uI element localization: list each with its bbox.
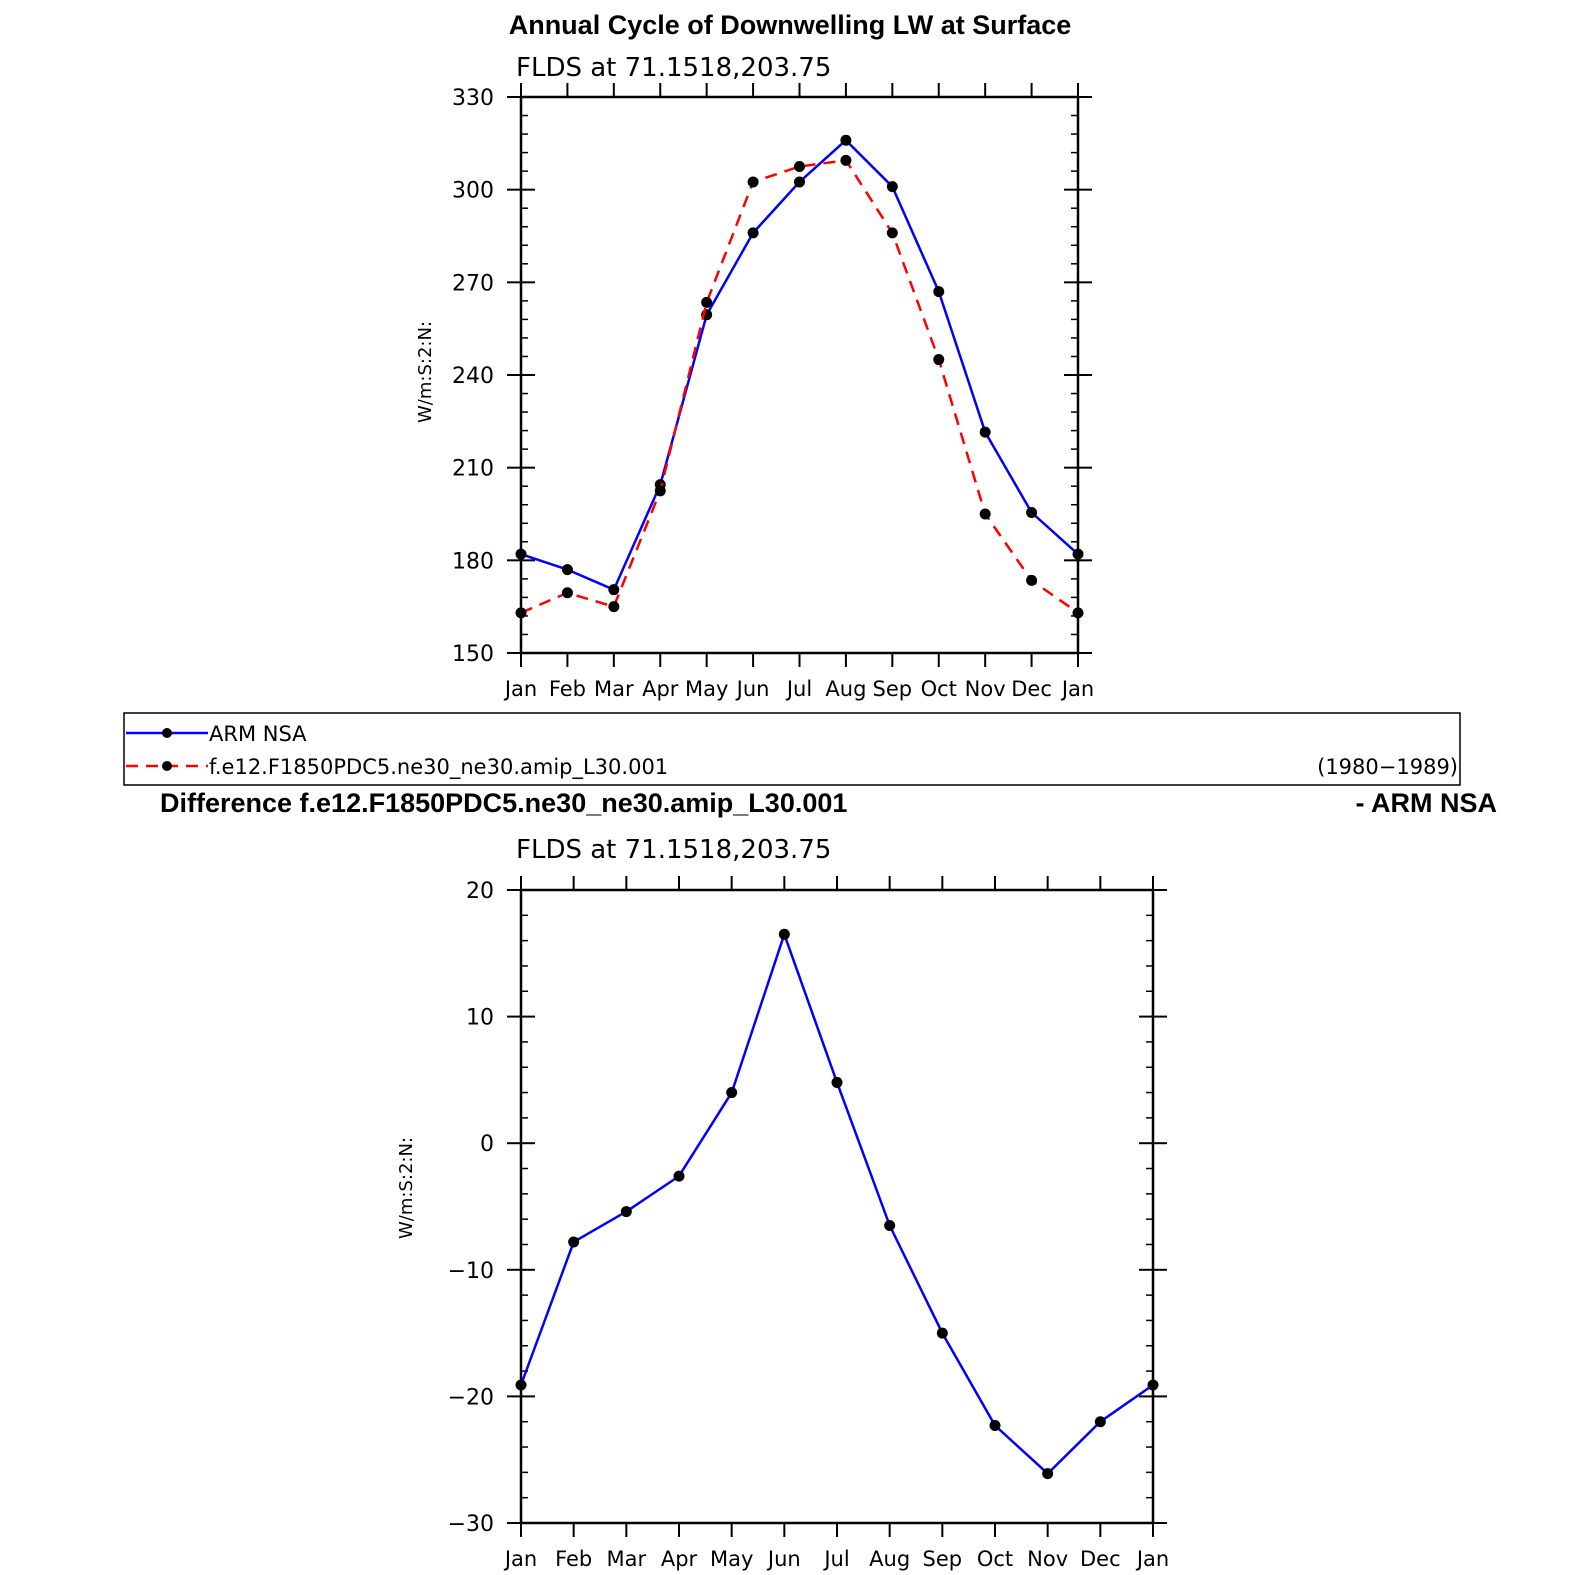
bottom-series-1-point <box>515 1379 527 1391</box>
bottom-x-tick-label: Dec <box>1080 1547 1121 1571</box>
bottom-x-tick-label: Sep <box>923 1547 963 1571</box>
top-y-tick-label: 330 <box>452 86 494 111</box>
bottom-series-1-point <box>1147 1379 1159 1391</box>
legend-marker-model <box>162 761 172 771</box>
top-x-tick-label: Feb <box>549 677 586 701</box>
top-series-f-e12-f1850pdc5-ne30-ne30-amip-l30-001-point <box>1072 607 1084 619</box>
bottom-series-1-point <box>831 1076 843 1088</box>
bottom-series-1-line <box>519 933 1154 1475</box>
top-series-arm-nsa-point <box>747 227 759 239</box>
bottom-x-tick-label: May <box>710 1547 753 1571</box>
top-plot-area: 150 180 210 240 270 300 330 Jan Feb Mar Apr May Jun J… <box>452 83 1094 701</box>
top-x-tick-label: Jan <box>1060 677 1094 701</box>
legend-label-model: f.e12.F1850PDC5.ne30_ne30.amip_L30.001 <box>209 755 668 780</box>
top-series-f-e12-f1850pdc5-ne30-ne30-amip-l30-001-point <box>933 354 945 366</box>
top-series-f-e12-f1850pdc5-ne30-ne30-amip-l30-001-point <box>1026 574 1038 586</box>
top-series-f-e12-f1850pdc5-ne30-ne30-amip-l30-001-point <box>515 607 527 619</box>
top-y-tick-label: 270 <box>452 271 494 296</box>
top-series-arm-nsa-point <box>515 548 527 560</box>
top-x-tick-label: Apr <box>642 677 679 701</box>
bottom-series-1-point <box>1042 1468 1054 1480</box>
top-y-tick-label: 180 <box>452 549 494 574</box>
top-series-f-e12-f1850pdc5-ne30-ne30-amip-l30-001-point <box>561 587 573 599</box>
bottom-x-tick-label: Jan <box>1135 1547 1169 1571</box>
bottom-x-tick-label: Feb <box>555 1547 592 1571</box>
top-x-tick-label: Aug <box>825 677 866 701</box>
top-x-tick-label: Dec <box>1011 677 1052 701</box>
legend-label-arm-nsa: ARM NSA <box>209 722 307 746</box>
top-series-arm-nsa-point <box>1026 506 1038 518</box>
legend-marker-arm-nsa <box>162 728 172 738</box>
top-series-arm-nsa-point <box>979 426 991 438</box>
bottom-series-1-point <box>778 928 790 940</box>
top-y-tick-label: 300 <box>452 179 494 204</box>
top-series-arm-nsa-point <box>1072 548 1084 560</box>
top-x-tick-label: Jan <box>503 677 537 701</box>
bottom-series-1-point <box>673 1170 685 1182</box>
top-x-tick-label: Jul <box>785 677 812 701</box>
top-x-tick-label: Oct <box>921 677 957 701</box>
bottom-y-tick-label: −10 <box>448 1259 494 1284</box>
top-series-arm-nsa-point <box>794 176 805 188</box>
bottom-chart-title-right: - ARM NSA <box>1356 788 1498 818</box>
top-series-arm-nsa-line <box>520 138 1079 591</box>
bottom-x-tick-label: Apr <box>661 1547 698 1571</box>
top-y-tick-label: 210 <box>452 457 494 482</box>
top-series-arm-nsa-point <box>886 181 898 193</box>
bottom-y-tick-label: 0 <box>480 1132 494 1157</box>
bottom-y-tick-label: −20 <box>448 1385 494 1410</box>
bottom-plot-frame <box>519 888 1155 1525</box>
top-series-arm-nsa-point <box>840 134 852 146</box>
top-series-arm-nsa-point <box>561 564 573 576</box>
top-series-arm-nsa-point <box>933 286 945 298</box>
legend-box <box>123 712 1461 786</box>
top-chart-subtitle: FLDS at 71.1518,203.75 <box>516 53 831 83</box>
top-series-f-e12-f1850pdc5-ne30-ne30-amip-l30-001-point <box>886 227 898 239</box>
top-x-tick-label: Nov <box>965 677 1006 701</box>
bottom-series-1-point <box>620 1206 632 1218</box>
legend: ARM NSA f.e12.F1850PDC5.ne30_ne30.amip_L… <box>123 712 1461 786</box>
top-series-f-e12-f1850pdc5-ne30-ne30-amip-l30-001-point <box>794 161 805 172</box>
top-y-axis-label: W/m:S:2:N: <box>415 321 436 423</box>
top-x-tick-label: Sep <box>873 677 913 701</box>
top-y-tick-label: 150 <box>452 642 494 667</box>
bottom-x-tick-label: Mar <box>607 1547 647 1571</box>
legend-period: (1980−1989) <box>1317 755 1458 779</box>
bottom-y-tick-label: −30 <box>448 1512 494 1537</box>
top-y-tick-label: 240 <box>452 364 494 389</box>
bottom-series-1-point <box>884 1219 896 1231</box>
top-series-arm-nsa-point <box>608 584 620 596</box>
top-x-tick-label: Jun <box>735 677 770 701</box>
top-series-f-e12-f1850pdc5-ne30-ne30-amip-l30-001-point <box>701 296 713 308</box>
bottom-series-1-point <box>936 1327 948 1339</box>
bottom-x-tick-label: Jul <box>822 1547 849 1571</box>
bottom-series-1-point <box>726 1087 738 1099</box>
top-series-f-e12-f1850pdc5-ne30-ne30-amip-l30-001-point <box>654 485 666 497</box>
bottom-series-1-point <box>989 1420 1001 1432</box>
bottom-x-tick-label: Jun <box>766 1547 801 1571</box>
top-series-f-e12-f1850pdc5-ne30-ne30-amip-l30-001-point <box>747 176 759 188</box>
bottom-y-tick-label: 10 <box>466 1006 494 1031</box>
bottom-x-tick-label: Aug <box>869 1547 910 1571</box>
top-series-f-e12-f1850pdc5-ne30-ne30-amip-l30-001-point <box>979 508 991 520</box>
top-x-tick-label: Mar <box>594 677 634 701</box>
bottom-plot-area: −30 −20 −10 0 10 20 Jan Feb Mar Apr May Jun Jul Aug Se… <box>448 876 1169 1571</box>
top-series-f-e12-f1850pdc5-ne30-ne30-amip-l30-001-line <box>520 159 1079 614</box>
top-chart-title: Annual Cycle of Downwelling LW at Surfac… <box>509 10 1072 40</box>
bottom-series-1-point <box>1094 1416 1106 1428</box>
bottom-y-tick-label: 20 <box>466 879 494 904</box>
bottom-x-tick-label: Oct <box>977 1547 1013 1571</box>
bottom-series-1-point <box>568 1236 580 1248</box>
top-series-f-e12-f1850pdc5-ne30-ne30-amip-l30-001-point <box>608 601 620 613</box>
bottom-x-tick-label: Jan <box>503 1547 537 1571</box>
bottom-chart-subtitle: FLDS at 71.1518,203.75 <box>516 835 831 865</box>
bottom-x-tick-label: Nov <box>1027 1547 1068 1571</box>
bottom-y-axis-label: W/m:S:2:N: <box>396 1137 417 1239</box>
top-series-f-e12-f1850pdc5-ne30-ne30-amip-l30-001-point <box>840 154 852 166</box>
top-x-tick-label: May <box>685 677 728 701</box>
bottom-chart-title: Difference f.e12.F1850PDC5.ne30_ne30.ami… <box>160 788 847 818</box>
